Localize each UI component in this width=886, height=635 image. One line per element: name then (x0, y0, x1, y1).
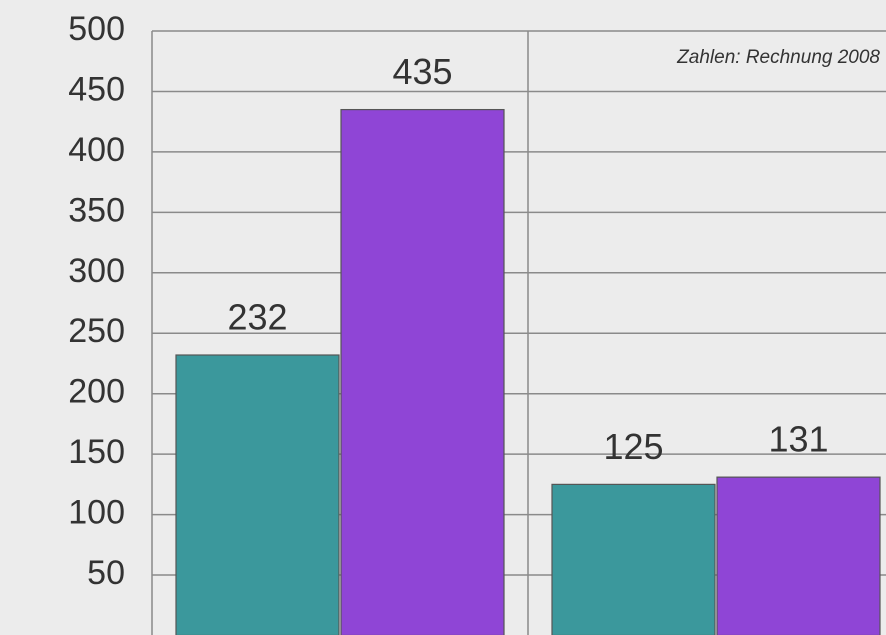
bar (340, 108, 505, 635)
y-tick-label: 200 (68, 373, 125, 411)
y-tick-label: 250 (68, 312, 125, 350)
y-tick-label: 500 (68, 10, 125, 48)
annotation: Zahlen: Rechnung 2008 (676, 47, 880, 68)
y-tick-label: 300 (68, 252, 125, 290)
bar (175, 354, 340, 635)
value-label: 435 (392, 51, 452, 92)
bars: 232 435 125 131 (175, 51, 881, 635)
y-tick-label: 150 (68, 433, 125, 471)
value-label: 125 (603, 426, 663, 467)
bar (551, 483, 716, 635)
y-tick-label: 400 (68, 131, 125, 169)
value-label: 131 (768, 419, 828, 460)
value-label: 232 (227, 297, 287, 338)
y-tick-label: 450 (68, 70, 125, 108)
y-tick-label: 100 (68, 494, 125, 532)
y-tick-label: 350 (68, 191, 125, 229)
bar (716, 476, 881, 635)
y-tick-label: 50 (87, 554, 125, 592)
